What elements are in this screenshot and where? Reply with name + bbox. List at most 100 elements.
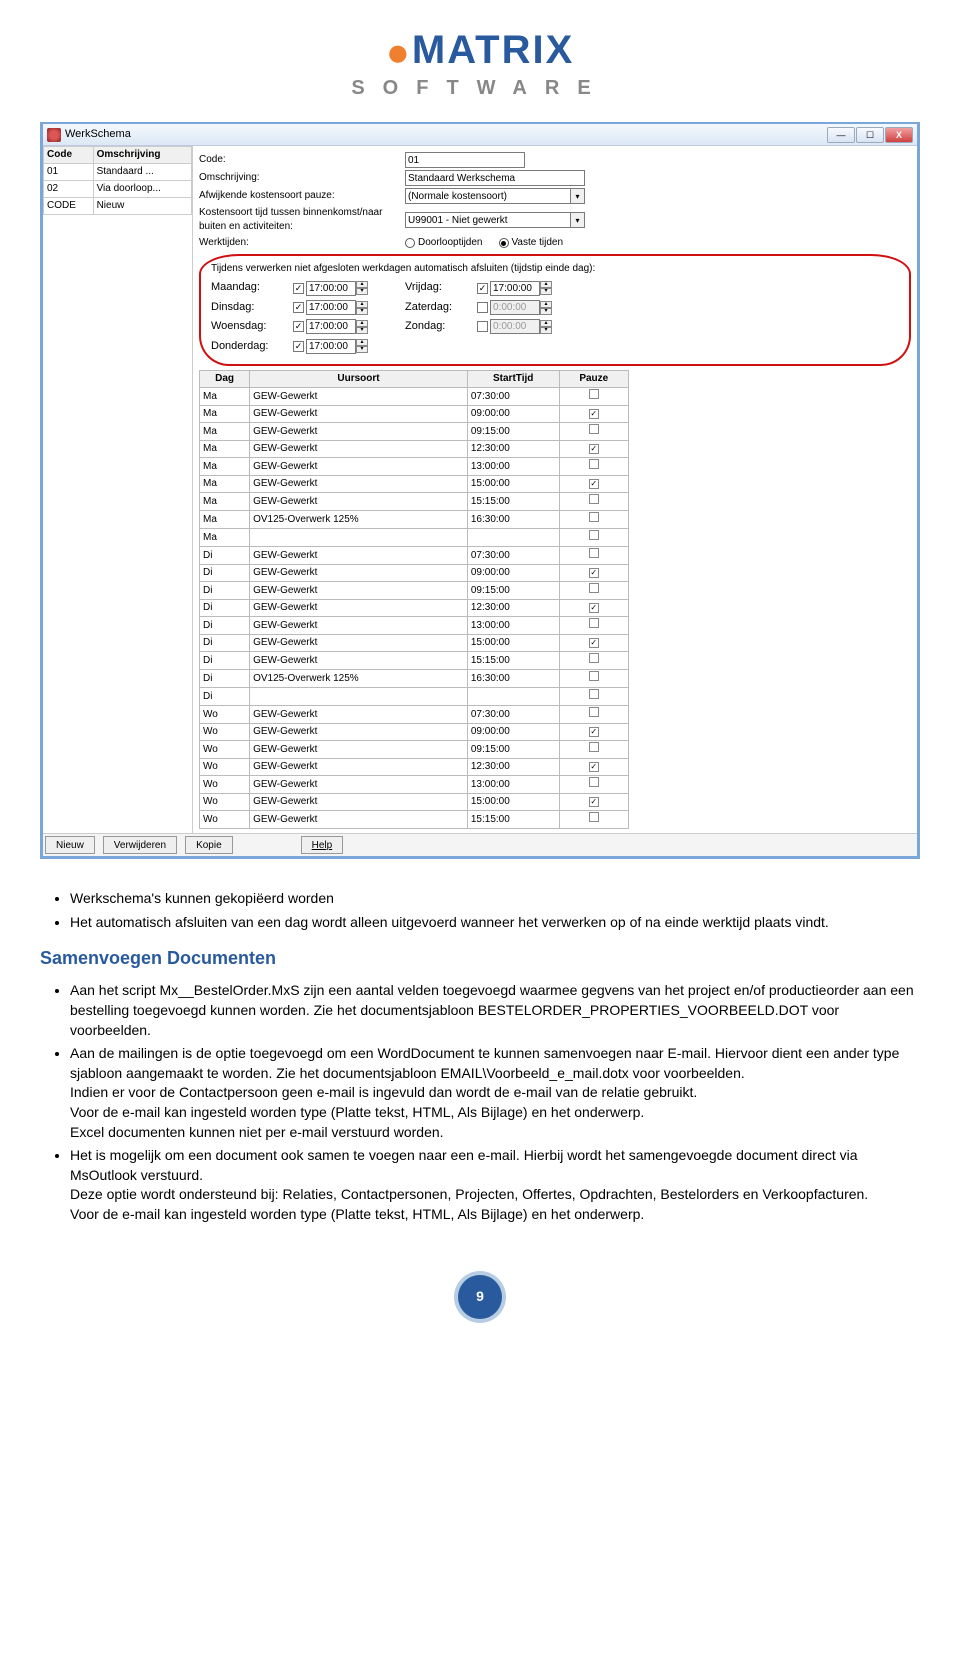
day-time[interactable]: ▴▾ — [293, 281, 393, 296]
help-button[interactable]: Help — [301, 836, 344, 854]
spin-down-icon[interactable]: ▾ — [356, 327, 368, 334]
codelist-row[interactable]: 01Standaard ... — [44, 164, 192, 181]
checkbox-icon[interactable] — [589, 603, 599, 613]
spin-down-icon[interactable]: ▾ — [540, 308, 552, 315]
code-input[interactable] — [405, 152, 525, 168]
day-time[interactable]: ▴▾ — [293, 339, 393, 354]
spin-down-icon[interactable]: ▾ — [540, 288, 552, 295]
kopie-button[interactable]: Kopie — [185, 836, 233, 854]
sched-row[interactable]: MaGEW-Gewerkt12:30:00 — [200, 441, 629, 458]
checkbox-icon[interactable] — [589, 618, 599, 628]
pause-combo-input[interactable] — [405, 188, 571, 204]
checkbox-icon[interactable] — [293, 321, 304, 332]
sched-row[interactable]: WoGEW-Gewerkt15:00:00 — [200, 794, 629, 811]
time-input[interactable] — [306, 339, 356, 354]
day-time[interactable]: ▴▾ — [477, 319, 577, 334]
desc-input[interactable] — [405, 170, 585, 186]
checkbox-icon[interactable] — [589, 548, 599, 558]
sched-row[interactable]: MaGEW-Gewerkt07:30:00 — [200, 388, 629, 406]
maximize-button[interactable]: ☐ — [856, 127, 884, 143]
sched-row[interactable]: Ma — [200, 529, 629, 547]
checkbox-icon[interactable] — [589, 812, 599, 822]
checkbox-icon[interactable] — [589, 494, 599, 504]
checkbox-icon[interactable] — [589, 638, 599, 648]
checkbox-icon[interactable] — [589, 424, 599, 434]
checkbox-icon[interactable] — [293, 302, 304, 313]
time-input[interactable] — [490, 281, 540, 296]
codelist-row[interactable]: CODENieuw — [44, 198, 192, 215]
sched-row[interactable]: WoGEW-Gewerkt09:15:00 — [200, 741, 629, 759]
minimize-button[interactable]: — — [827, 127, 855, 143]
checkbox-icon[interactable] — [589, 689, 599, 699]
checkbox-icon[interactable] — [589, 512, 599, 522]
schedule-table[interactable]: DagUursoortStartTijdPauze MaGEW-Gewerkt0… — [199, 370, 629, 829]
checkbox-icon[interactable] — [589, 444, 599, 454]
spin-up-icon[interactable]: ▴ — [356, 320, 368, 327]
codelist-row[interactable]: 02Via doorloop... — [44, 181, 192, 198]
day-time[interactable]: ▴▾ — [477, 281, 577, 296]
sched-row[interactable]: DiGEW-Gewerkt09:00:00 — [200, 565, 629, 582]
radio-doorloop[interactable]: Doorlooptijden — [405, 236, 483, 250]
sched-row[interactable]: DiOV125-Overwerk 125%16:30:00 — [200, 670, 629, 688]
sched-row[interactable]: DiGEW-Gewerkt15:15:00 — [200, 652, 629, 670]
sched-row[interactable]: WoGEW-Gewerkt07:30:00 — [200, 706, 629, 724]
spin-down-icon[interactable]: ▾ — [356, 346, 368, 353]
checkbox-icon[interactable] — [589, 707, 599, 717]
sched-row[interactable]: DiGEW-Gewerkt09:15:00 — [200, 582, 629, 600]
checkbox-icon[interactable] — [589, 797, 599, 807]
sched-row[interactable]: WoGEW-Gewerkt13:00:00 — [200, 776, 629, 794]
checkbox-icon[interactable] — [293, 283, 304, 294]
checkbox-icon[interactable] — [589, 479, 599, 489]
sched-row[interactable]: MaGEW-Gewerkt09:15:00 — [200, 423, 629, 441]
day-time[interactable]: ▴▾ — [477, 300, 577, 315]
checkbox-icon[interactable] — [589, 762, 599, 772]
spin-down-icon[interactable]: ▾ — [356, 308, 368, 315]
nieuw-button[interactable]: Nieuw — [45, 836, 95, 854]
chevron-down-icon[interactable]: ▾ — [571, 188, 585, 204]
spin-up-icon[interactable]: ▴ — [356, 339, 368, 346]
checkbox-icon[interactable] — [589, 727, 599, 737]
sched-row[interactable]: WoGEW-Gewerkt12:30:00 — [200, 759, 629, 776]
time-input[interactable] — [306, 300, 356, 315]
checkbox-icon[interactable] — [477, 302, 488, 313]
checkbox-icon[interactable] — [589, 777, 599, 787]
time-input[interactable] — [490, 319, 540, 334]
spin-up-icon[interactable]: ▴ — [540, 320, 552, 327]
cost-combo[interactable]: ▾ — [405, 212, 585, 228]
checkbox-icon[interactable] — [589, 409, 599, 419]
sched-row[interactable]: MaOV125-Overwerk 125%16:30:00 — [200, 511, 629, 529]
spin-up-icon[interactable]: ▴ — [540, 281, 552, 288]
time-input[interactable] — [306, 319, 356, 334]
day-time[interactable]: ▴▾ — [293, 319, 393, 334]
sched-row[interactable]: MaGEW-Gewerkt13:00:00 — [200, 458, 629, 476]
checkbox-icon[interactable] — [589, 530, 599, 540]
cost-combo-input[interactable] — [405, 212, 571, 228]
checkbox-icon[interactable] — [589, 671, 599, 681]
sched-row[interactable]: DiGEW-Gewerkt07:30:00 — [200, 547, 629, 565]
checkbox-icon[interactable] — [589, 389, 599, 399]
sched-row[interactable]: DiGEW-Gewerkt15:00:00 — [200, 635, 629, 652]
code-table[interactable]: CodeOmschrijving 01Standaard ...02Via do… — [43, 146, 192, 215]
sched-row[interactable]: WoGEW-Gewerkt09:00:00 — [200, 724, 629, 741]
spin-down-icon[interactable]: ▾ — [356, 288, 368, 295]
pause-combo[interactable]: ▾ — [405, 188, 585, 204]
close-button[interactable]: X — [885, 127, 913, 143]
spin-down-icon[interactable]: ▾ — [540, 327, 552, 334]
chevron-down-icon[interactable]: ▾ — [571, 212, 585, 228]
sched-row[interactable]: MaGEW-Gewerkt15:15:00 — [200, 493, 629, 511]
checkbox-icon[interactable] — [293, 341, 304, 352]
time-input[interactable] — [490, 300, 540, 315]
sched-row[interactable]: DiGEW-Gewerkt13:00:00 — [200, 617, 629, 635]
sched-row[interactable]: Di — [200, 688, 629, 706]
spin-up-icon[interactable]: ▴ — [356, 301, 368, 308]
spin-up-icon[interactable]: ▴ — [356, 281, 368, 288]
sched-row[interactable]: MaGEW-Gewerkt15:00:00 — [200, 476, 629, 493]
checkbox-icon[interactable] — [477, 283, 488, 294]
sched-row[interactable]: MaGEW-Gewerkt09:00:00 — [200, 406, 629, 423]
day-time[interactable]: ▴▾ — [293, 300, 393, 315]
checkbox-icon[interactable] — [477, 321, 488, 332]
spin-up-icon[interactable]: ▴ — [540, 301, 552, 308]
checkbox-icon[interactable] — [589, 459, 599, 469]
time-input[interactable] — [306, 281, 356, 296]
radio-vaste[interactable]: Vaste tijden — [499, 236, 564, 250]
